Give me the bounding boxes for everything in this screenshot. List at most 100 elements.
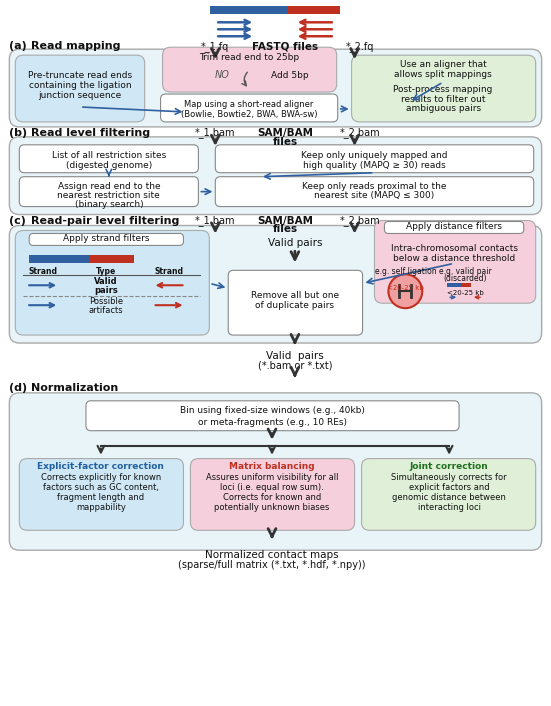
Bar — [89, 256, 134, 263]
FancyBboxPatch shape — [361, 459, 536, 530]
FancyBboxPatch shape — [29, 234, 183, 246]
FancyBboxPatch shape — [15, 55, 145, 122]
Text: FASTQ files: FASTQ files — [252, 41, 318, 52]
Text: Assign read end to the: Assign read end to the — [57, 182, 160, 191]
FancyBboxPatch shape — [215, 145, 534, 173]
FancyBboxPatch shape — [9, 137, 542, 215]
Text: e.g. valid pair: e.g. valid pair — [439, 267, 491, 276]
Text: *_2.fq: *_2.fq — [345, 41, 374, 52]
FancyBboxPatch shape — [86, 401, 459, 431]
Text: *_1.bam: *_1.bam — [195, 215, 236, 226]
Text: Map using a short-read aligner: Map using a short-read aligner — [185, 100, 314, 109]
FancyBboxPatch shape — [215, 176, 534, 207]
Text: *_2.bam: *_2.bam — [339, 127, 380, 138]
Bar — [447, 283, 461, 287]
Text: Possible: Possible — [89, 297, 123, 306]
Bar — [210, 6, 288, 14]
Text: loci (i.e. equal row sum).: loci (i.e. equal row sum). — [220, 483, 324, 492]
Text: Bin using fixed-size windows (e.g., 40kb): Bin using fixed-size windows (e.g., 40kb… — [180, 406, 364, 415]
Text: containing the ligation: containing the ligation — [29, 80, 131, 90]
Text: Valid pairs: Valid pairs — [268, 239, 322, 249]
Text: (Bowlie, Bowtie2, BWA, BWA-sw): (Bowlie, Bowtie2, BWA, BWA-sw) — [181, 110, 317, 119]
Text: <20-25 kb: <20-25 kb — [387, 285, 424, 292]
Text: (sparse/full matrix (*.txt, *.hdf, *.npy)): (sparse/full matrix (*.txt, *.hdf, *.npy… — [179, 560, 366, 570]
Text: potentially unknown biases: potentially unknown biases — [214, 503, 329, 512]
Text: mappability: mappability — [76, 503, 126, 512]
Text: of duplicate pairs: of duplicate pairs — [256, 301, 334, 310]
Text: (b): (b) — [9, 128, 28, 138]
FancyBboxPatch shape — [19, 459, 183, 530]
Text: Use an aligner that: Use an aligner that — [400, 59, 487, 68]
FancyBboxPatch shape — [9, 225, 542, 343]
Text: Strand: Strand — [154, 267, 183, 276]
Text: nearest restriction site: nearest restriction site — [57, 191, 160, 200]
Text: Corrects explicitly for known: Corrects explicitly for known — [41, 473, 161, 482]
FancyBboxPatch shape — [15, 230, 209, 335]
Text: (d): (d) — [9, 383, 28, 393]
Text: interacting loci: interacting loci — [418, 503, 480, 512]
Text: Normalization: Normalization — [31, 383, 118, 393]
Text: explicit factors and: explicit factors and — [409, 483, 489, 492]
Text: NO: NO — [215, 70, 230, 80]
Text: (binary search): (binary search) — [74, 200, 143, 209]
Text: fragment length and: fragment length and — [57, 493, 144, 502]
Text: SAM/BAM: SAM/BAM — [257, 128, 313, 138]
Text: pairs: pairs — [94, 286, 118, 294]
Text: files: files — [272, 225, 298, 234]
Text: (discarded): (discarded) — [444, 274, 487, 283]
Text: high quality (MAPQ ≥ 30) reads: high quality (MAPQ ≥ 30) reads — [303, 161, 446, 170]
Text: Keep only reads proximal to the: Keep only reads proximal to the — [302, 182, 447, 191]
Text: (a): (a) — [9, 41, 27, 52]
Text: Corrects for known and: Corrects for known and — [223, 493, 321, 502]
Text: Strand: Strand — [29, 267, 58, 276]
Text: SAM/BAM: SAM/BAM — [257, 215, 313, 225]
Circle shape — [388, 275, 422, 309]
Text: Keep only uniquely mapped and: Keep only uniquely mapped and — [301, 151, 448, 160]
Text: Read level filtering: Read level filtering — [31, 128, 150, 138]
Text: *_2.bam: *_2.bam — [339, 215, 380, 226]
Text: (*.bam or *.txt): (*.bam or *.txt) — [258, 361, 332, 371]
Text: Remove all but one: Remove all but one — [251, 291, 339, 300]
Text: Joint correction: Joint correction — [410, 462, 489, 471]
FancyBboxPatch shape — [375, 220, 536, 303]
Text: Apply strand filters: Apply strand filters — [63, 234, 149, 243]
Text: genomic distance between: genomic distance between — [392, 493, 506, 502]
Text: Pre-truncate read ends: Pre-truncate read ends — [28, 71, 132, 80]
Text: results to filter out: results to filter out — [401, 95, 485, 104]
Text: artifacts: artifacts — [89, 306, 123, 315]
Text: Assures uniform visibility for all: Assures uniform visibility for all — [206, 473, 338, 482]
Text: *_1.fq: *_1.fq — [201, 41, 229, 52]
Text: below a distance threshold: below a distance threshold — [393, 254, 515, 263]
FancyBboxPatch shape — [9, 393, 542, 550]
Text: Type: Type — [96, 267, 116, 276]
Bar — [29, 256, 89, 263]
Text: Matrix balancing: Matrix balancing — [229, 462, 315, 471]
Text: Read mapping: Read mapping — [31, 41, 121, 52]
Text: Read-pair level filtering: Read-pair level filtering — [31, 215, 180, 225]
Text: (digested genome): (digested genome) — [66, 161, 152, 170]
Bar — [288, 6, 339, 14]
FancyBboxPatch shape — [352, 55, 536, 122]
Text: <20-25 kb: <20-25 kb — [447, 290, 483, 297]
Text: ambiguous pairs: ambiguous pairs — [406, 104, 480, 114]
Text: (c): (c) — [9, 215, 26, 225]
Text: files: files — [272, 137, 298, 147]
FancyBboxPatch shape — [160, 94, 338, 122]
FancyBboxPatch shape — [19, 145, 198, 173]
Text: Post-process mapping: Post-process mapping — [393, 85, 493, 93]
Text: Intra-chromosomal contacts: Intra-chromosomal contacts — [391, 244, 517, 253]
Text: allows split mappings: allows split mappings — [395, 70, 492, 78]
FancyBboxPatch shape — [385, 222, 524, 234]
Bar — [461, 283, 471, 287]
Text: nearest site (MAPQ ≤ 300): nearest site (MAPQ ≤ 300) — [315, 191, 435, 200]
Text: *_1.bam: *_1.bam — [195, 127, 236, 138]
Text: or meta-fragments (e.g., 10 REs): or meta-fragments (e.g., 10 REs) — [197, 418, 347, 427]
FancyBboxPatch shape — [19, 176, 198, 207]
Text: e.g. self ligation: e.g. self ligation — [375, 267, 436, 276]
Text: Normalized contact maps: Normalized contact maps — [205, 550, 339, 560]
FancyBboxPatch shape — [163, 47, 337, 92]
Text: Simultaneously corrects for: Simultaneously corrects for — [391, 473, 507, 482]
Text: Explicit-factor correction: Explicit-factor correction — [37, 462, 164, 471]
FancyBboxPatch shape — [191, 459, 355, 530]
Text: Add 5bp: Add 5bp — [271, 71, 309, 80]
